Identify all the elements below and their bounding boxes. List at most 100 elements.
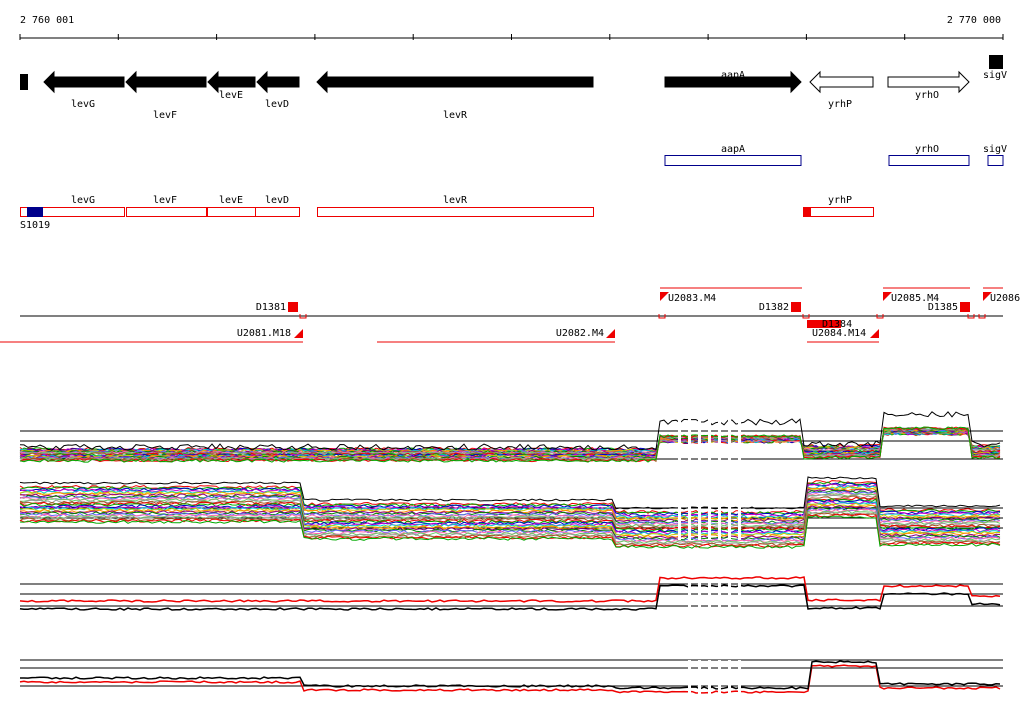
gap-mark [718, 419, 721, 460]
expression-trace [19, 411, 1001, 451]
gene-label: levF [153, 110, 177, 121]
gap-mark [738, 419, 741, 460]
expression-trace [19, 664, 1001, 694]
gap-mark [728, 582, 731, 610]
expression-trace [19, 476, 1001, 510]
red-box [255, 207, 300, 217]
ruler-start: 2 760 001 [20, 15, 74, 26]
gene-arrow [316, 70, 594, 94]
feature-tick [658, 314, 666, 319]
gap-mark [678, 419, 681, 460]
gap-mark [688, 505, 691, 540]
feature-tick [978, 314, 986, 319]
gene-label: levD [265, 99, 289, 110]
gap-mark [738, 660, 741, 695]
blue-box [987, 155, 1004, 166]
expression-trace [19, 499, 1001, 534]
feature-label: U2083.M4 [668, 293, 716, 304]
expression-trace [19, 482, 1001, 517]
blue-label: aapA [721, 144, 745, 155]
gene-fragment [20, 74, 28, 90]
feature-square [288, 302, 298, 312]
gene-box [989, 55, 1003, 69]
red-box [317, 207, 594, 217]
feature-block [807, 320, 829, 328]
expression-trace [19, 490, 1001, 525]
red-label: levF [153, 195, 177, 206]
blue-box [888, 155, 970, 166]
feature-label: D1384 [822, 319, 852, 330]
gap-mark [698, 505, 701, 540]
gene-label: yrhO [915, 90, 939, 101]
gene-label: levR [443, 110, 468, 121]
blue-box [664, 155, 802, 166]
red-box [803, 207, 874, 217]
red-label: yrhP [828, 195, 852, 206]
gap-mark [708, 419, 711, 460]
red-label: levE [219, 195, 243, 206]
gene-arrow [256, 70, 300, 94]
expression-trace [20, 660, 1001, 690]
gap-mark [698, 582, 701, 610]
feature-label: S1019 [20, 220, 50, 231]
feature-label: U2082.M4 [556, 328, 604, 339]
red-label: levG [71, 195, 95, 206]
red-label: levD [265, 195, 289, 206]
red-box [207, 207, 256, 217]
feature-tick [967, 314, 975, 319]
gap-mark [708, 660, 711, 695]
gene-label: yrhP [828, 99, 852, 110]
expression-trace [19, 506, 1001, 541]
feature-flag [870, 329, 879, 338]
feature-square [791, 302, 801, 312]
red-box [20, 207, 125, 217]
red-fill [803, 207, 811, 217]
feature-label: D1382 [759, 302, 789, 313]
feature-flag [294, 329, 303, 338]
blue-label: yrhO [915, 144, 939, 155]
gap-mark [678, 505, 681, 540]
expression-trace [19, 426, 1000, 463]
feature-square [960, 302, 970, 312]
expression-trace [19, 493, 1001, 528]
expression-trace [19, 510, 1001, 545]
gene-arrow [887, 70, 970, 94]
gap-mark [688, 419, 691, 460]
gap-mark [718, 660, 721, 695]
feature-flag [883, 292, 892, 301]
feature-tick [802, 314, 810, 319]
expression-trace [19, 576, 1001, 603]
gap-mark [718, 505, 721, 540]
gene-arrow [664, 70, 802, 94]
feature-label: D1385 [928, 302, 958, 313]
gene-arrow [809, 70, 874, 94]
feature-tick [299, 314, 307, 319]
red-label: levR [443, 195, 468, 206]
feature-label: U2086 [990, 293, 1020, 304]
gene-arrow [125, 70, 207, 94]
expression-trace [19, 426, 1001, 463]
feature-label: U2084.M14 [812, 328, 866, 339]
gene-label: levG [71, 99, 95, 110]
gap-mark [708, 505, 711, 540]
feature-label: D1381 [256, 302, 286, 313]
expression-trace [19, 515, 1001, 549]
gap-mark [718, 582, 721, 610]
feature-block [829, 320, 841, 328]
expression-trace [20, 502, 1001, 537]
expression-trace [19, 584, 1001, 611]
expression-trace [19, 487, 1001, 522]
gene-label: levE [219, 90, 243, 101]
gene-arrow [207, 70, 256, 94]
gene-arrow [43, 70, 125, 94]
feature-block [27, 207, 43, 217]
feature-flag [983, 292, 992, 301]
gap-mark [728, 419, 731, 460]
expression-trace [19, 484, 1001, 519]
feature-tick [876, 314, 884, 319]
expression-trace [19, 494, 1001, 529]
gene-label: sigV [983, 70, 1007, 81]
ruler-end: 2 770 000 [947, 15, 1001, 26]
feature-flag [606, 329, 615, 338]
gap-mark [688, 660, 691, 695]
